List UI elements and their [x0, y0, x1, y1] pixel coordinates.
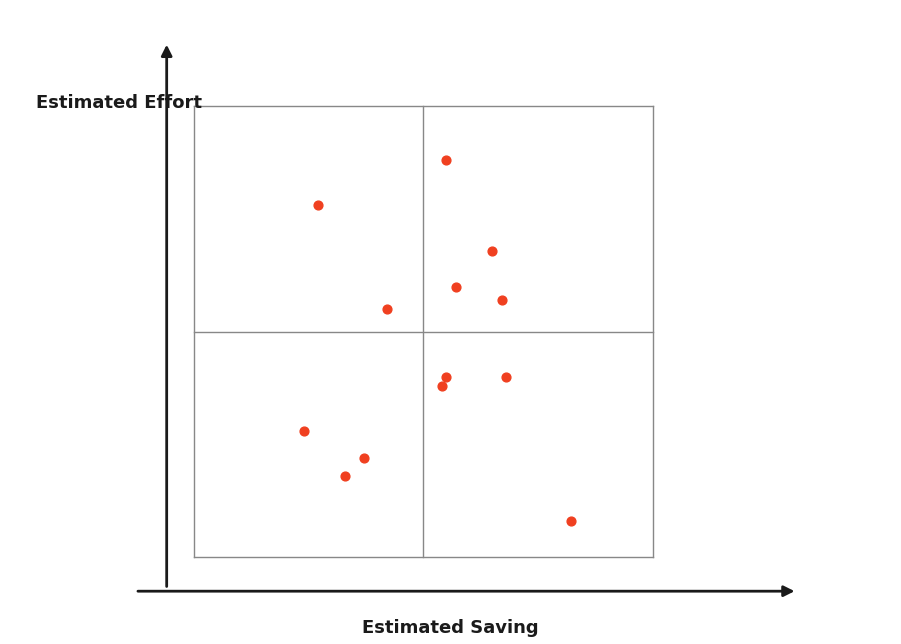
- Point: [379, 304, 394, 314]
- Point: [434, 381, 449, 391]
- Point: [440, 155, 454, 166]
- Point: [449, 281, 463, 292]
- Point: [296, 426, 311, 436]
- Point: [357, 453, 371, 463]
- Point: [338, 471, 352, 481]
- Text: Estimated Saving: Estimated Saving: [362, 619, 539, 637]
- Point: [485, 245, 499, 256]
- Point: [440, 372, 454, 382]
- Point: [499, 372, 514, 382]
- Point: [495, 295, 509, 305]
- Point: [563, 516, 578, 526]
- Text: Estimated Effort: Estimated Effort: [36, 94, 202, 112]
- Point: [311, 200, 325, 211]
